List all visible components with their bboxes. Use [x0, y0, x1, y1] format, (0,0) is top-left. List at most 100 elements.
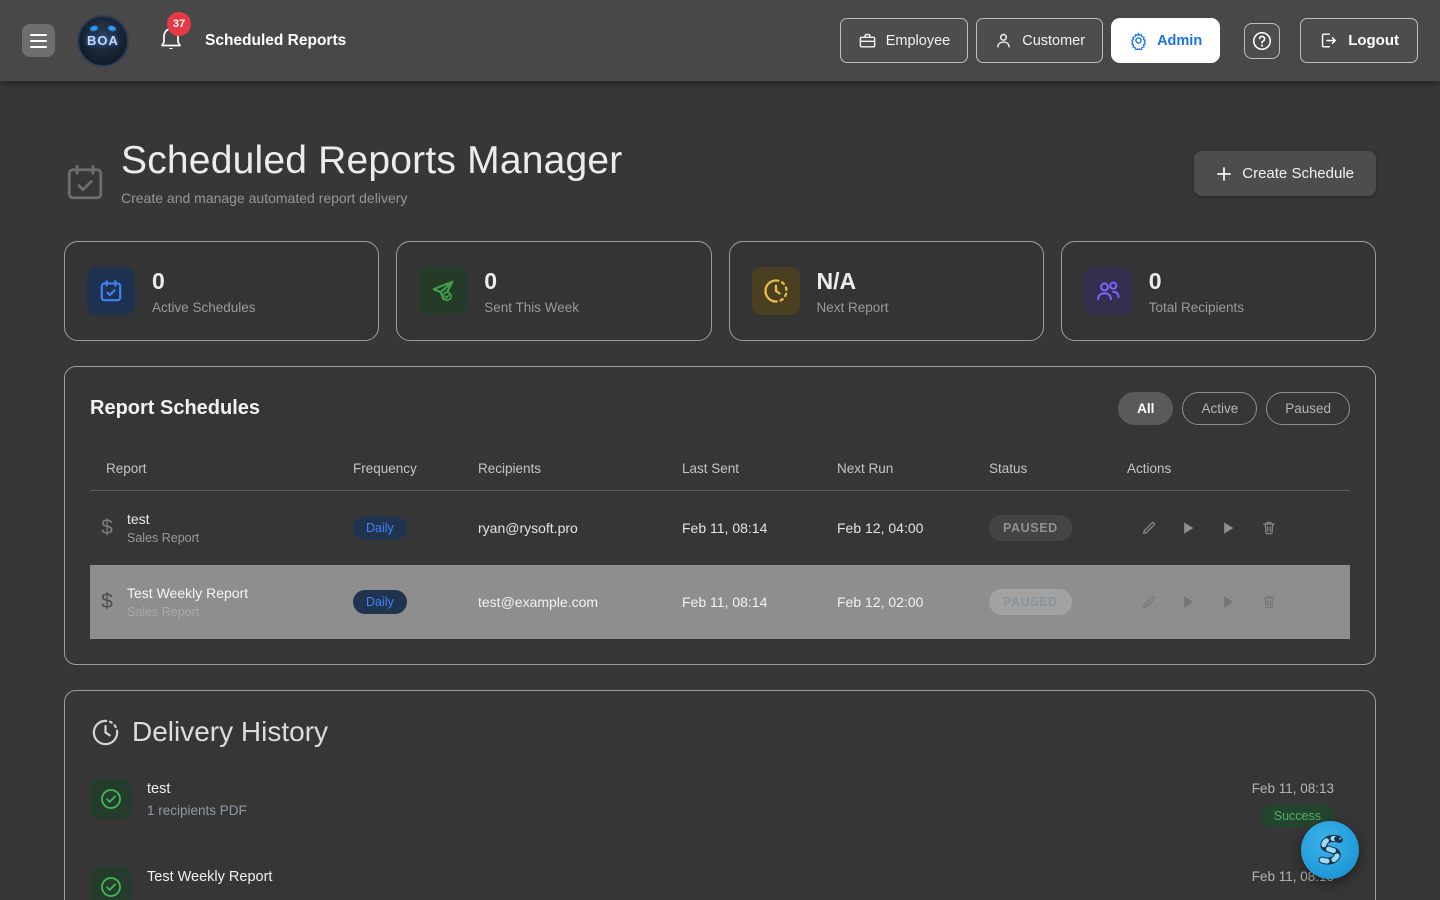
filter-active[interactable]: Active — [1182, 392, 1257, 425]
customer-nav-button[interactable]: Customer — [976, 18, 1103, 63]
question-circle-icon — [1251, 30, 1273, 52]
user-icon — [994, 31, 1013, 50]
dollar-icon: $ — [100, 516, 114, 540]
notifications-button[interactable]: 37 — [159, 26, 185, 56]
run-now-button[interactable] — [1175, 589, 1202, 616]
logout-label: Logout — [1348, 32, 1399, 49]
create-schedule-label: Create Schedule — [1242, 165, 1354, 182]
stat-label: Total Recipients — [1149, 300, 1244, 315]
last-sent-value: Feb 11, 08:14 — [682, 520, 837, 536]
stat-value: 0 — [1149, 268, 1244, 295]
app-logo: BOA — [77, 15, 129, 67]
list-item: test 1 recipients PDF Feb 11, 08:13 Succ… — [90, 778, 1350, 828]
stat-label: Sent This Week — [484, 300, 579, 315]
schedules-table: Report Frequency Recipients Last Sent Ne… — [90, 447, 1350, 639]
employee-nav-button[interactable]: Employee — [840, 18, 968, 63]
plus-icon — [1216, 166, 1232, 182]
admin-nav-button[interactable]: Admin — [1111, 18, 1220, 63]
logout-icon — [1319, 31, 1338, 50]
trash-icon — [1261, 594, 1277, 610]
table-header-row: Report Frequency Recipients Last Sent Ne… — [90, 447, 1350, 491]
report-type: Sales Report — [127, 605, 248, 619]
snake-logo-icon — [1310, 830, 1350, 870]
page-title: Scheduled Reports Manager — [121, 139, 622, 183]
top-navbar: BOA 37 Scheduled Reports Employee Custom… — [0, 0, 1440, 81]
list-item: Test Weekly Report Feb 11, 08:13 — [90, 866, 1350, 900]
edit-button[interactable] — [1135, 589, 1162, 616]
gear-icon — [1129, 31, 1148, 50]
notification-count-badge: 37 — [167, 12, 191, 36]
customer-nav-label: Customer — [1022, 33, 1085, 49]
admin-nav-label: Admin — [1157, 33, 1202, 49]
report-schedules-panel: Report Schedules All Active Paused Repor… — [64, 366, 1376, 665]
stat-label: Active Schedules — [152, 300, 256, 315]
col-recipients: Recipients — [478, 461, 682, 476]
assistant-fab-button[interactable] — [1301, 821, 1359, 879]
stat-card-next-report: N/A Next Report — [729, 241, 1044, 341]
delivery-history-title: Delivery History — [132, 716, 328, 748]
history-clock-icon — [90, 717, 121, 748]
employee-nav-label: Employee — [886, 33, 950, 49]
dollar-icon: $ — [100, 590, 114, 614]
history-entry-name: Test Weekly Report — [147, 866, 272, 885]
edit-button[interactable] — [1135, 515, 1162, 542]
logout-button[interactable]: Logout — [1300, 18, 1418, 63]
trash-icon — [1261, 520, 1277, 536]
recipients-value: ryan@rysoft.pro — [478, 520, 682, 536]
col-actions: Actions — [1127, 461, 1350, 476]
status-badge: PAUSED — [989, 589, 1072, 615]
play-icon — [1182, 521, 1195, 535]
resume-button[interactable] — [1215, 589, 1242, 616]
table-row[interactable]: $ test Sales Report Daily ryan@rysoft.pr… — [90, 491, 1350, 565]
delete-button[interactable] — [1255, 515, 1282, 542]
help-button[interactable] — [1244, 23, 1280, 59]
col-status: Status — [989, 461, 1127, 476]
frequency-badge: Daily — [353, 590, 407, 614]
briefcase-icon — [858, 31, 877, 50]
stat-value: 0 — [484, 268, 579, 295]
play-icon — [1182, 595, 1195, 609]
col-next-run: Next Run — [837, 461, 989, 476]
stat-value: N/A — [817, 268, 889, 295]
frequency-badge: Daily — [353, 516, 407, 540]
resume-button[interactable] — [1215, 515, 1242, 542]
stat-card-total-recipients: 0 Total Recipients — [1061, 241, 1376, 341]
stat-value: 0 — [152, 268, 256, 295]
pencil-icon — [1141, 594, 1157, 610]
page-subtitle: Create and manage automated report deliv… — [121, 190, 622, 206]
menu-button[interactable] — [22, 24, 55, 57]
clock-icon — [762, 277, 790, 305]
check-circle-icon — [99, 875, 123, 899]
delete-button[interactable] — [1255, 589, 1282, 616]
run-now-button[interactable] — [1175, 515, 1202, 542]
stat-label: Next Report — [817, 300, 889, 315]
page-header: Scheduled Reports Manager Create and man… — [64, 139, 1376, 206]
col-frequency: Frequency — [353, 461, 478, 476]
filter-all[interactable]: All — [1118, 392, 1173, 425]
history-entry-details: 1 recipients PDF — [147, 803, 247, 818]
report-name: Test Weekly Report — [127, 585, 248, 601]
stat-card-sent-this-week: 0 Sent This Week — [396, 241, 711, 341]
report-type: Sales Report — [127, 531, 199, 545]
create-schedule-button[interactable]: Create Schedule — [1194, 151, 1376, 196]
report-schedules-title: Report Schedules — [90, 397, 260, 420]
filter-paused[interactable]: Paused — [1266, 392, 1350, 425]
main-content: Scheduled Reports Manager Create and man… — [0, 139, 1440, 900]
check-circle-icon — [99, 787, 123, 811]
report-name: test — [127, 511, 199, 527]
history-entry-time: Feb 11, 08:13 — [1252, 778, 1334, 796]
send-check-icon — [429, 277, 457, 305]
delivery-history-list: test 1 recipients PDF Feb 11, 08:13 Succ… — [90, 778, 1350, 900]
col-report: Report — [90, 461, 353, 476]
history-entry-name: test — [147, 778, 247, 797]
col-last-sent: Last Sent — [682, 461, 837, 476]
status-badge: PAUSED — [989, 515, 1072, 541]
users-icon — [1094, 277, 1122, 305]
stats-row: 0 Active Schedules 0 Sent This Week — [64, 241, 1376, 341]
table-row[interactable]: $ Test Weekly Report Sales Report Daily … — [90, 565, 1350, 639]
calendar-check-icon — [64, 161, 106, 203]
last-sent-value: Feb 11, 08:14 — [682, 594, 837, 610]
next-run-value: Feb 12, 04:00 — [837, 520, 989, 536]
play-icon — [1222, 595, 1235, 609]
calendar-check-icon — [98, 278, 124, 304]
